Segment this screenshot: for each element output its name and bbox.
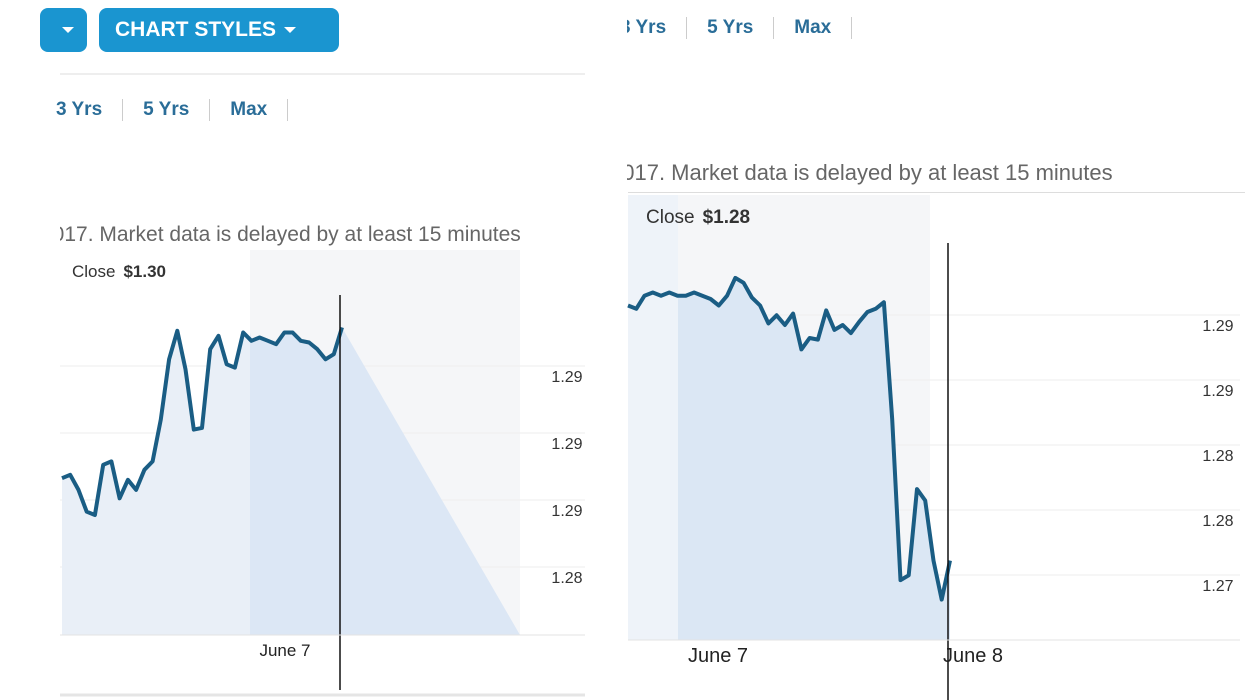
range-selector-left: 3 Yrs 5 Yrs Max bbox=[56, 99, 308, 121]
range-3yrs[interactable]: 3 Yrs bbox=[620, 17, 667, 39]
divider bbox=[628, 192, 1245, 193]
range-selector-right: 3 Yrs 5 Yrs Max bbox=[620, 17, 872, 39]
y-tick-label: 1.27 bbox=[1202, 578, 1233, 595]
chart-styles-button[interactable]: CHART STYLES bbox=[99, 8, 339, 52]
y-tick-label: 1.28 bbox=[551, 570, 582, 587]
close-value: $1.30 bbox=[123, 262, 167, 281]
period-dropdown-button[interactable] bbox=[40, 8, 87, 52]
chevron-down-icon bbox=[284, 27, 297, 34]
delay-note: 2017. Market data is delayed by at least… bbox=[41, 223, 521, 246]
close-readout: Close $1.30 bbox=[72, 262, 166, 282]
chart-styles-label: CHART STYLES bbox=[115, 18, 277, 41]
delay-note: 2017. Market data is delayed by at least… bbox=[610, 160, 1113, 185]
close-readout: Close $1.28 bbox=[646, 207, 750, 229]
y-tick-label: 1.29 bbox=[1202, 383, 1233, 400]
projection-fill bbox=[342, 327, 520, 635]
range-5yrs[interactable]: 5 Yrs bbox=[143, 99, 190, 121]
y-tick-label: 1.29 bbox=[551, 503, 582, 520]
range-max[interactable]: Max bbox=[230, 99, 268, 121]
pre-session-fill bbox=[628, 195, 678, 640]
x-tick-label: June 7 bbox=[259, 641, 310, 660]
chevron-down-icon bbox=[62, 27, 74, 34]
price-line bbox=[627, 275, 952, 602]
close-label: Close bbox=[72, 262, 116, 281]
divider bbox=[60, 73, 585, 75]
close-value: $1.28 bbox=[702, 207, 751, 228]
y-tick-label: 1.29 bbox=[1202, 318, 1233, 335]
area-fill bbox=[628, 277, 950, 640]
y-tick-label: 1.29 bbox=[551, 369, 582, 386]
range-3yrs[interactable]: 3 Yrs bbox=[56, 99, 103, 121]
x-tick-label: June 8 bbox=[943, 645, 1003, 667]
range-max[interactable]: Max bbox=[794, 17, 832, 39]
y-tick-label: 1.28 bbox=[1202, 513, 1233, 530]
price-line bbox=[61, 326, 344, 517]
area-fill-session bbox=[250, 327, 342, 635]
y-tick-label: 1.29 bbox=[551, 436, 582, 453]
x-tick-label: June 7 bbox=[688, 645, 748, 667]
y-tick-label: 1.28 bbox=[1202, 448, 1233, 465]
range-5yrs[interactable]: 5 Yrs bbox=[707, 17, 754, 39]
close-label: Close bbox=[646, 207, 695, 228]
